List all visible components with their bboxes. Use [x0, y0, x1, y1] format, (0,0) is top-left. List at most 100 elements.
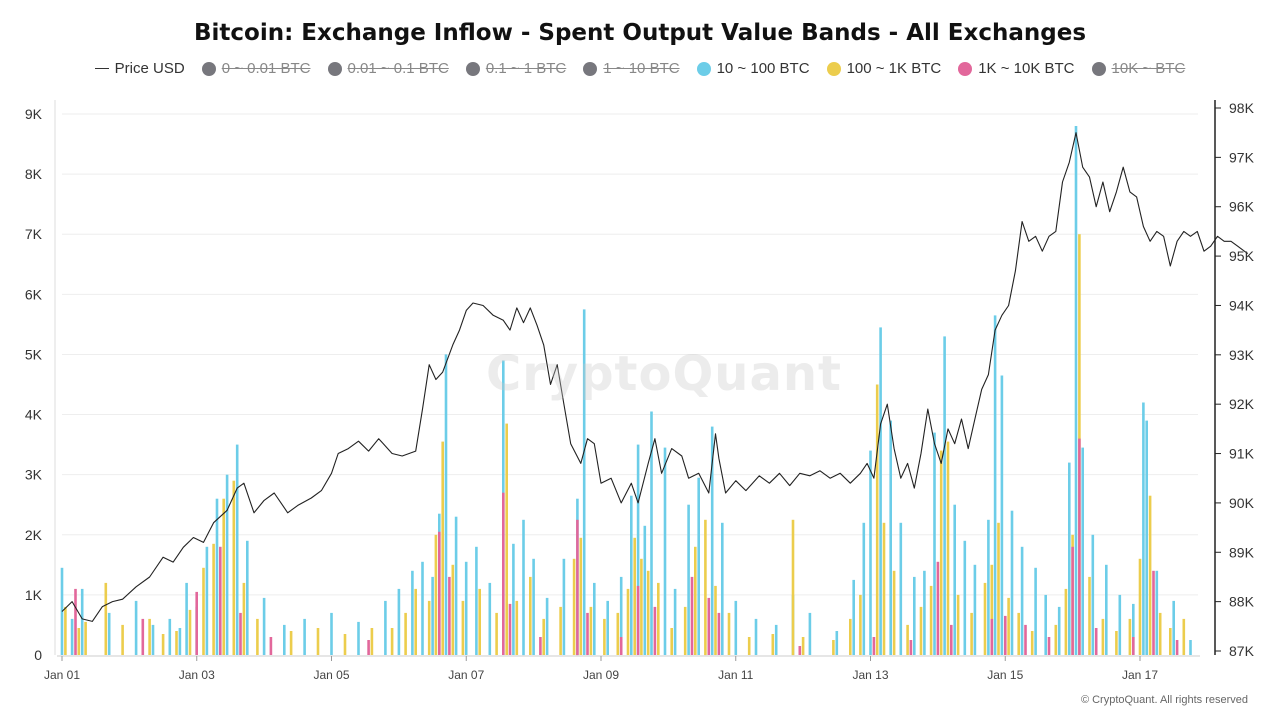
bar — [619, 576, 623, 655]
bar — [74, 588, 77, 655]
bar — [808, 612, 812, 655]
bar — [1128, 618, 1132, 655]
bar — [161, 634, 165, 655]
x-tick-label: Jan 01 — [44, 668, 80, 682]
bar — [1101, 618, 1105, 655]
legend-item-2[interactable]: 0.01 ~ 0.1 BTC — [327, 60, 449, 77]
bar — [495, 612, 498, 655]
bar — [1068, 462, 1071, 655]
x-tick-label: Jan 13 — [852, 668, 888, 682]
bar — [1064, 588, 1068, 655]
dot-swatch-icon — [465, 61, 480, 76]
bar — [892, 570, 896, 655]
bar — [121, 624, 124, 655]
bar — [993, 315, 997, 655]
legend-item-0[interactable]: Price USD — [94, 60, 185, 77]
dot-swatch-icon — [583, 61, 598, 76]
y-left-tick-label: 7K — [25, 226, 43, 242]
y-left-tick-label: 5K — [25, 346, 43, 362]
bar — [1115, 631, 1118, 655]
bar — [80, 588, 84, 655]
legend-label: 10K ~ BTC — [1111, 60, 1186, 77]
bar — [987, 519, 990, 656]
bar — [774, 624, 778, 655]
bar — [539, 637, 542, 655]
y-left-tick-label: 4K — [25, 407, 43, 423]
y-left-tick-label: 6K — [25, 286, 43, 302]
bar — [579, 537, 583, 655]
bar — [532, 558, 535, 655]
legend-item-8[interactable]: 10K ~ BTC — [1091, 60, 1186, 77]
bar — [717, 612, 721, 655]
bar — [195, 591, 198, 655]
bar — [933, 432, 936, 655]
legend-item-4[interactable]: 1 ~ 10 BTC — [583, 60, 680, 77]
bar — [1091, 534, 1095, 655]
bar — [653, 606, 657, 655]
bar — [919, 606, 923, 655]
y-left-tick-label: 9K — [25, 106, 43, 122]
chart-legend: Price USD 0 ~ 0.01 BTC 0.01 ~ 0.1 BTC 0.1 ~… — [0, 60, 1280, 77]
bar — [225, 474, 229, 655]
series-1k-10k-btc — [74, 438, 1179, 656]
x-tick-label: Jan 15 — [987, 668, 1023, 682]
bar — [107, 612, 111, 655]
bar — [475, 546, 478, 655]
bar — [343, 634, 347, 655]
bar — [1088, 576, 1091, 655]
bar — [370, 628, 374, 655]
bar — [256, 618, 259, 655]
legend-item-6[interactable]: 100 ~ 1K BTC — [826, 60, 941, 77]
bar — [943, 336, 946, 655]
bar — [246, 540, 249, 655]
legend-label: 0.01 ~ 0.1 BTC — [347, 60, 449, 77]
dot-swatch-icon — [201, 61, 216, 76]
bar — [444, 354, 448, 655]
watermark: CryptoQuant — [486, 346, 842, 402]
bar — [438, 531, 441, 655]
bar — [714, 585, 717, 655]
bar — [963, 540, 967, 655]
bar — [913, 576, 916, 655]
bar — [832, 640, 835, 655]
bar — [633, 537, 636, 655]
x-tick-label: Jan 09 — [583, 668, 619, 682]
bar — [185, 582, 188, 655]
bar — [269, 637, 273, 655]
bar — [454, 516, 458, 655]
dot-swatch-icon — [327, 61, 342, 76]
bar — [242, 582, 246, 655]
bar — [522, 519, 525, 656]
bar — [663, 447, 667, 655]
bar — [508, 603, 512, 655]
bar — [879, 327, 882, 655]
bar — [589, 606, 593, 655]
bar — [505, 423, 508, 655]
bar — [357, 621, 360, 655]
x-tick-label: Jan 17 — [1122, 668, 1158, 682]
bar — [1155, 570, 1159, 655]
bar — [835, 631, 839, 655]
legend-item-3[interactable]: 0.1 ~ 1 BTC — [465, 60, 566, 77]
bar — [683, 606, 687, 655]
bar — [222, 498, 225, 655]
bar — [586, 612, 589, 655]
legend-item-5[interactable]: 10 ~ 100 BTC — [696, 60, 810, 77]
bar — [1010, 510, 1014, 655]
bar — [559, 606, 562, 655]
bar — [650, 411, 653, 655]
bar — [1081, 447, 1084, 655]
legend-item-1[interactable]: 0 ~ 0.01 BTC — [201, 60, 311, 77]
bar — [289, 631, 293, 655]
legend-item-7[interactable]: 1K ~ 10K BTC — [958, 60, 1075, 77]
bar — [488, 582, 492, 655]
x-tick-label: Jan 07 — [448, 668, 484, 682]
bar — [697, 477, 700, 655]
bar — [434, 534, 438, 655]
bar — [77, 628, 81, 655]
bar — [1030, 631, 1034, 655]
dot-swatch-icon — [826, 61, 841, 76]
bar — [690, 576, 694, 655]
bar — [771, 634, 775, 655]
